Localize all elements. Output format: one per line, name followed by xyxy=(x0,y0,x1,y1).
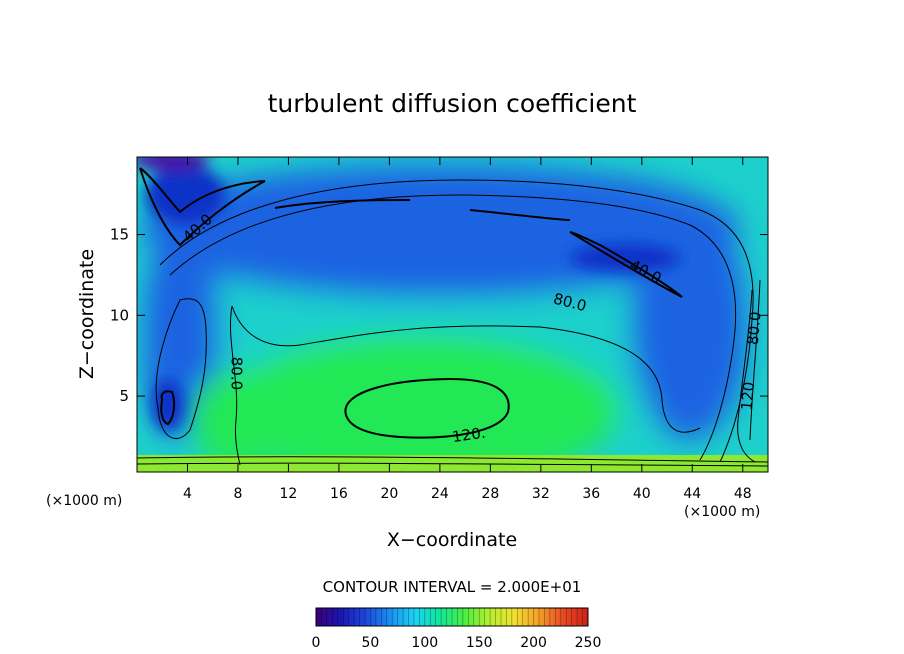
x-tick-label: 12 xyxy=(280,486,298,502)
y-tick-label: 5 xyxy=(119,387,129,405)
contour-label: 80.0 xyxy=(228,357,246,390)
colorbar-ticks: 0 50 100 150 200 250 xyxy=(312,635,602,651)
contour-upper-arc xyxy=(159,179,754,463)
y-tick-label: 15 xyxy=(110,226,129,244)
contour-left-min xyxy=(160,390,176,426)
colorbar-tick-label: 100 xyxy=(411,635,438,651)
contour-left-lobe xyxy=(155,298,207,440)
colorbar-fill xyxy=(315,607,589,627)
x-tick-label: 44 xyxy=(683,486,701,502)
y-axis-label: Z−coordinate xyxy=(76,249,98,379)
contour-label: 80.0 xyxy=(744,311,765,346)
x-tick-label: 24 xyxy=(431,486,449,502)
x-tick-label: 20 xyxy=(380,486,398,502)
colorbar-tick-label: 250 xyxy=(575,635,602,651)
chart-title: turbulent diffusion coefficient xyxy=(268,89,637,118)
colorbar: 0 50 100 150 200 250 xyxy=(312,607,602,651)
field-verylow-topleft xyxy=(145,165,225,225)
x-unit-left: (×1000 m) xyxy=(46,493,122,509)
contour-40-upper xyxy=(274,199,571,221)
contour-120-core xyxy=(344,377,510,439)
x-tick-label: 48 xyxy=(734,486,752,502)
field-high-core xyxy=(220,335,620,472)
contour-40-topleft xyxy=(139,167,266,247)
contour-right-edge xyxy=(737,279,761,463)
field-details xyxy=(137,157,680,431)
y-tick-label: 10 xyxy=(110,306,129,324)
colorbar-stripes xyxy=(321,608,583,626)
x-unit-right: (×1000 m) xyxy=(684,504,760,520)
field-high-left xyxy=(190,370,290,470)
x-tick-label: 28 xyxy=(481,486,499,502)
colorbar-tick-label: 0 xyxy=(312,635,321,651)
x-axis-label: X−coordinate xyxy=(387,529,517,551)
contour-label: 120 xyxy=(738,381,758,411)
x-tick-label: 36 xyxy=(582,486,600,502)
x-tick-label: 4 xyxy=(183,486,192,502)
field-verylow-right xyxy=(570,244,680,272)
field-low-right xyxy=(630,200,750,440)
field-minimum-corner xyxy=(137,157,210,170)
plot-frame xyxy=(136,156,769,473)
contour-80-main xyxy=(231,305,701,433)
contour-bottom xyxy=(137,456,768,467)
contour-label: 120. xyxy=(451,424,487,446)
x-tick-label: 16 xyxy=(330,486,348,502)
contour-80-left xyxy=(229,305,241,466)
colorbar-tick-label: 150 xyxy=(466,635,493,651)
x-axis-ticks: 4 8 12 16 20 24 28 32 36 40 44 48 xyxy=(183,157,752,502)
x-tick-label: 8 xyxy=(233,486,242,502)
field-blobs xyxy=(137,157,768,472)
colorbar-tick-label: 200 xyxy=(520,635,547,651)
contour-40-right xyxy=(569,231,683,298)
field-verylow-left xyxy=(152,379,184,431)
contour-interval-note: CONTOUR INTERVAL = 2.000E+01 xyxy=(323,578,582,596)
x-tick-label: 40 xyxy=(633,486,651,502)
contour-lines xyxy=(137,167,768,467)
y-axis-ticks: 5 10 15 xyxy=(110,226,768,405)
colorbar-tick-label: 50 xyxy=(361,635,379,651)
x-tick-label: 32 xyxy=(532,486,550,502)
contour-upper-arc-inner xyxy=(169,194,737,461)
